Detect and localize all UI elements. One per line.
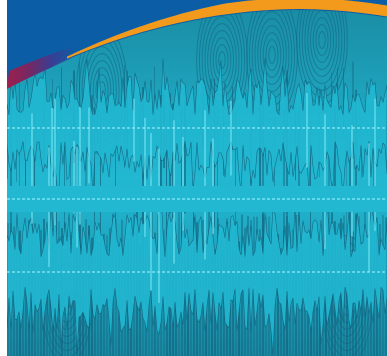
waveform-channel: [7, 57, 387, 197]
ripple-ring: [315, 24, 329, 56]
waveform-artwork: [7, 0, 387, 356]
dark-bar: [346, 243, 348, 356]
ripple-ring: [318, 31, 326, 49]
ripple-ring: [312, 17, 332, 63]
ripple-ring: [215, 44, 229, 76]
dark-bar: [346, 136, 347, 302]
waveform-spikes: [7, 57, 387, 356]
dark-bar: [25, 137, 26, 213]
ripple-ring: [259, 25, 285, 85]
ripple-ring: [301, 10, 343, 91]
magenta-arc-band: [7, 22, 177, 90]
dark-bar: [217, 91, 218, 252]
ripple-ring: [304, 10, 340, 84]
ripple-ring: [257, 18, 287, 92]
orange-arc-band: [67, 0, 387, 59]
waveform-body: [7, 10, 387, 356]
ripple-ring: [268, 46, 276, 64]
ripple-ring: [307, 10, 337, 77]
dark-bar: [184, 240, 186, 356]
ripple-ring: [265, 39, 279, 71]
ripple-ring: [262, 32, 282, 78]
dark-bar: [85, 118, 87, 211]
dark-bar: [349, 139, 351, 302]
waveform-channel: [7, 191, 387, 356]
dark-bar: [64, 136, 65, 236]
dark-bar: [181, 104, 182, 243]
dark-bar: [61, 67, 62, 133]
waveform-graphic: [7, 0, 387, 356]
guide-lines: [7, 127, 387, 273]
ripple-ring: [218, 51, 226, 69]
dark-bar: [373, 102, 375, 226]
dark-bar: [334, 105, 336, 192]
dark-bar: [184, 100, 186, 214]
dark-bar: [25, 239, 27, 356]
dark-bar: [262, 90, 264, 265]
